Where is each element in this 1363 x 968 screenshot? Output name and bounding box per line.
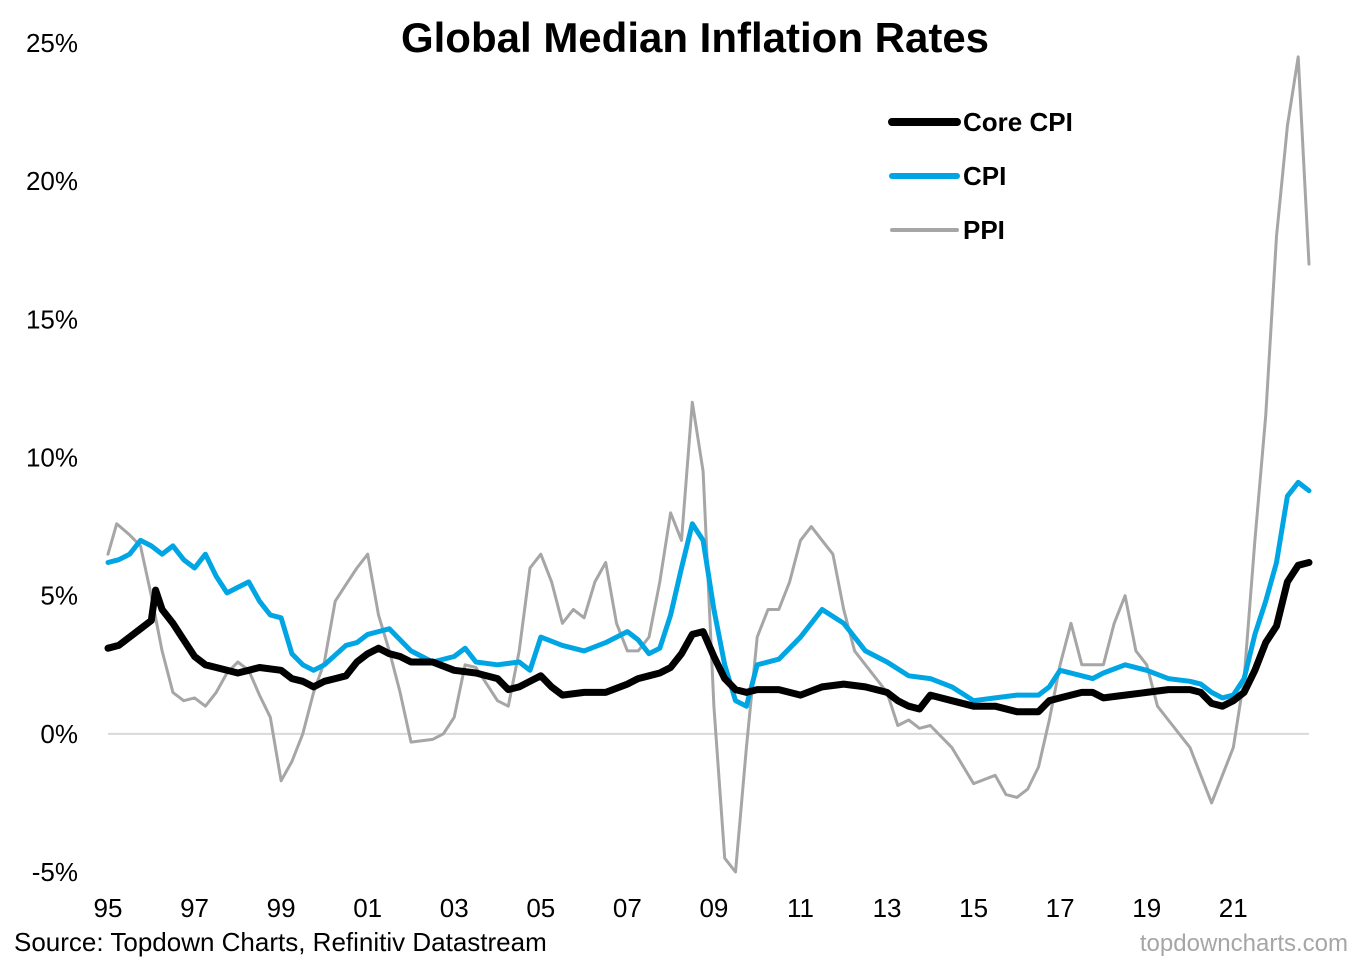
x-tick-label: 03	[440, 893, 469, 923]
x-tick-label: 05	[526, 893, 555, 923]
legend: Core CPI CPI PPI	[888, 107, 1073, 245]
watermark: topdowncharts.com	[1140, 930, 1348, 957]
x-tick-label: 13	[873, 893, 902, 923]
y-tick-label: 5%	[40, 581, 78, 611]
x-tick-label: 19	[1132, 893, 1161, 923]
x-tick-label: 99	[267, 893, 296, 923]
y-tick-label: -5%	[32, 857, 78, 887]
y-tick-label: 0%	[40, 719, 78, 749]
source-note: Source: Topdown Charts, Refinitiv Datast…	[14, 927, 547, 957]
series-layer	[104, 55, 1313, 874]
series-line-cpi	[105, 479, 1312, 709]
series-line-core-cpi	[104, 559, 1313, 716]
x-tick-label: 97	[180, 893, 209, 923]
y-axis-ticks: -5% 0% 5% 10% 15% 20% 25%	[26, 28, 78, 887]
x-tick-label: 17	[1046, 893, 1075, 923]
x-tick-label: 07	[613, 893, 642, 923]
x-tick-label: 95	[94, 893, 123, 923]
x-tick-label: 15	[959, 893, 988, 923]
legend-label: CPI	[963, 161, 1006, 191]
chart-title: Global Median Inflation Rates	[401, 14, 989, 61]
x-tick-label: 21	[1219, 893, 1248, 923]
x-tick-label: 01	[353, 893, 382, 923]
y-tick-label: 10%	[26, 443, 78, 473]
y-tick-label: 20%	[26, 166, 78, 196]
x-tick-label: 11	[787, 893, 814, 923]
legend-label: PPI	[963, 215, 1005, 245]
legend-label: Core CPI	[963, 107, 1073, 137]
y-tick-label: 25%	[26, 28, 78, 58]
x-tick-label: 09	[699, 893, 728, 923]
series-line-ppi	[106, 55, 1311, 874]
x-axis-ticks: 95 97 99 01 03 05 07 09 11 13 15 17 19 21	[94, 893, 1248, 923]
y-tick-label: 15%	[26, 304, 78, 334]
